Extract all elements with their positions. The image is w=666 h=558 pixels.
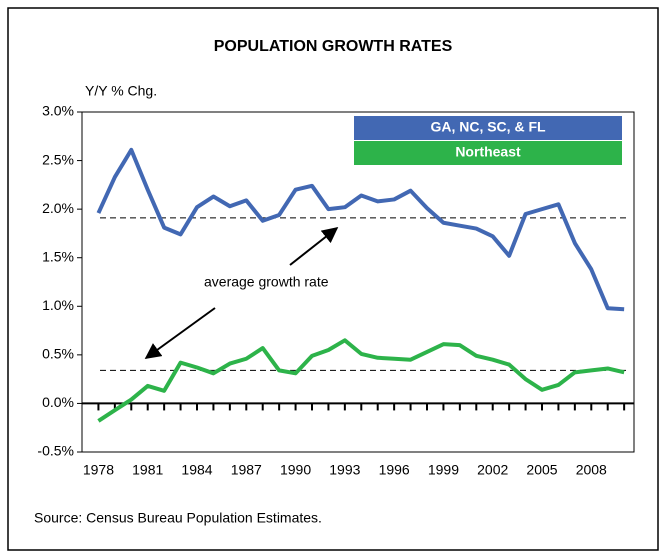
x-tick-label: 1999 bbox=[428, 462, 459, 478]
legend-label: Northeast bbox=[455, 144, 521, 160]
x-tick-label: 1981 bbox=[132, 462, 163, 478]
chart-title: POPULATION GROWTH RATES bbox=[214, 38, 453, 55]
y-axis-label: Y/Y % Chg. bbox=[85, 83, 157, 99]
x-tick-label: 1990 bbox=[280, 462, 311, 478]
x-tick-label: 2008 bbox=[576, 462, 607, 478]
y-tick-label: 2.0% bbox=[42, 200, 74, 216]
legend-label: GA, NC, SC, & FL bbox=[430, 119, 546, 135]
plot-area bbox=[81, 111, 635, 453]
x-tick-label: 2002 bbox=[477, 462, 508, 478]
x-tick-label: 1996 bbox=[379, 462, 410, 478]
series-line bbox=[96, 147, 625, 312]
y-tick-label: 0.0% bbox=[42, 394, 74, 410]
y-tick-label: 1.0% bbox=[42, 297, 74, 313]
legend-swatch bbox=[354, 141, 622, 165]
x-tick-label: 1987 bbox=[231, 462, 262, 478]
arrow bbox=[289, 227, 339, 266]
frame bbox=[7, 7, 659, 551]
source: Source: Census Bureau Population Estimat… bbox=[34, 510, 322, 526]
x-tick-label: 1984 bbox=[181, 462, 212, 478]
y-tick-label: 0.5% bbox=[42, 346, 74, 362]
y-tick-label: 2.5% bbox=[42, 151, 74, 167]
x-tick-label: 2005 bbox=[526, 462, 557, 478]
x-tick-label: 1978 bbox=[83, 462, 114, 478]
y-tick-label: -0.5% bbox=[37, 443, 74, 459]
arrow bbox=[144, 307, 216, 359]
annotation: average growth rate bbox=[204, 274, 329, 290]
y-tick-label: 1.5% bbox=[42, 248, 74, 264]
x-tick-label: 1993 bbox=[329, 462, 360, 478]
y-tick-label: 3.0% bbox=[42, 103, 74, 119]
legend-swatch bbox=[354, 116, 622, 140]
series-line bbox=[97, 338, 625, 423]
